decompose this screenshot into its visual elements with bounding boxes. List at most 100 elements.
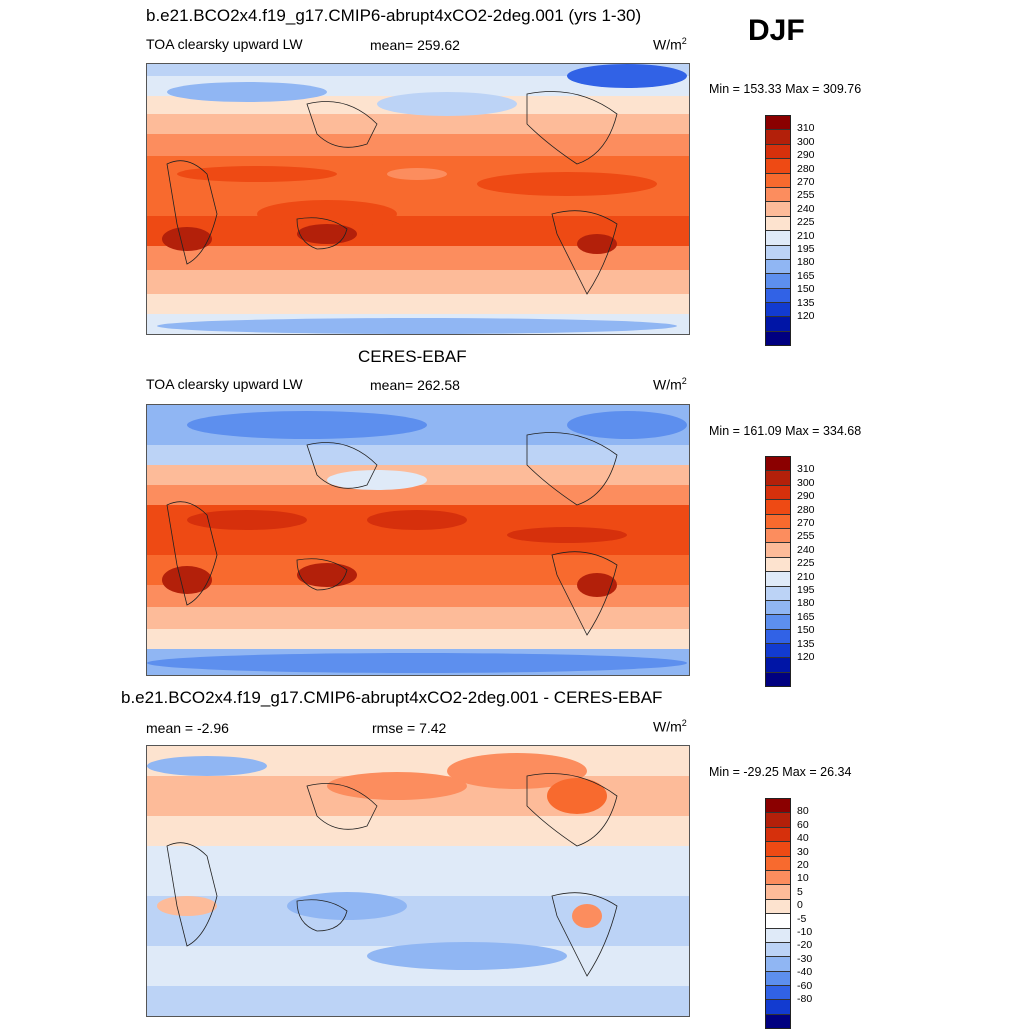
colorbar-swatch: [766, 571, 790, 586]
panel2-title: CERES-EBAF: [358, 347, 467, 366]
colorbar-tick-label: 300: [797, 135, 815, 148]
colorbar-swatch: [766, 941, 790, 957]
colorbar-tick-label: -5: [797, 912, 807, 925]
panel2-colorbar: [765, 456, 791, 688]
panel3-colorbar: [765, 798, 791, 1029]
colorbar-swatch: [766, 556, 790, 572]
panel1-title: b.e21.BCO2x4.f19_g17.CMIP6-abrupt4xCO2-2…: [146, 6, 642, 25]
panel3-title: b.e21.BCO2x4.f19_g17.CMIP6-abrupt4xCO2-2…: [121, 688, 663, 707]
colorbar-tick-label: 195: [797, 584, 815, 596]
season-label: DJF: [748, 14, 805, 47]
colorbar-tick-label: 300: [797, 476, 815, 489]
colorbar-swatch: [766, 330, 790, 346]
colorbar-tick-label: -40: [797, 966, 813, 979]
colorbar-tick-label: 80: [797, 805, 809, 818]
colorbar-swatch: [766, 826, 790, 842]
colorbar-tick-label: 165: [797, 269, 815, 282]
colorbar-tick-label: 255: [797, 189, 815, 202]
colorbar-swatch: [766, 273, 790, 288]
panel1-colorbar: [765, 115, 791, 347]
panel2-variable: TOA clearsky upward LW: [146, 376, 303, 392]
colorbar-swatch: [766, 999, 790, 1014]
colorbar-tick-label: -60: [797, 979, 813, 992]
colorbar-swatch: [766, 812, 790, 827]
colorbar-swatch: [766, 457, 790, 471]
colorbar-swatch: [766, 143, 790, 159]
colorbar-tick-label: 40: [797, 832, 809, 845]
colorbar-swatch: [766, 799, 790, 813]
colorbar-swatch: [766, 316, 790, 331]
colorbar-tick-label: 310: [797, 463, 815, 476]
colorbar-tick-label: 10: [797, 872, 809, 885]
colorbar-tick-label: -10: [797, 926, 813, 938]
colorbar-tick-label: -20: [797, 939, 813, 952]
panel1-units: W/m2: [653, 36, 687, 53]
colorbar-tick-label: 150: [797, 624, 815, 637]
colorbar-swatch: [766, 643, 790, 658]
colorbar-swatch: [766, 855, 790, 870]
colorbar-tick-label: 280: [797, 503, 815, 516]
colorbar-swatch: [766, 215, 790, 231]
colorbar-swatch: [766, 527, 790, 543]
colorbar-swatch: [766, 470, 790, 485]
colorbar-swatch: [766, 985, 790, 1000]
panel3-mean: mean = -2.96: [146, 720, 229, 736]
colorbar-swatch: [766, 671, 790, 687]
colorbar-swatch: [766, 172, 790, 187]
colorbar-tick-label: 290: [797, 490, 815, 503]
colorbar-tick-label: 280: [797, 162, 815, 175]
colorbar-tick-label: 225: [797, 557, 815, 570]
colorbar-tick-label: 255: [797, 530, 815, 543]
colorbar-swatch: [766, 913, 790, 928]
colorbar-swatch: [766, 585, 790, 600]
colorbar-tick-label: 270: [797, 517, 815, 529]
colorbar-swatch: [766, 484, 790, 500]
colorbar-swatch: [766, 841, 790, 856]
panel1-map: [146, 63, 690, 335]
colorbar-swatch: [766, 186, 790, 202]
colorbar-swatch: [766, 657, 790, 672]
colorbar-swatch: [766, 884, 790, 899]
colorbar-swatch: [766, 956, 790, 971]
colorbar-tick-label: 240: [797, 543, 815, 556]
colorbar-tick-label: 5: [797, 885, 803, 898]
colorbar-swatch: [766, 1013, 790, 1029]
colorbar-swatch: [766, 158, 790, 173]
colorbar-swatch: [766, 542, 790, 557]
colorbar-swatch: [766, 513, 790, 528]
colorbar-swatch: [766, 898, 790, 914]
colorbar-tick-label: 60: [797, 818, 809, 831]
panel2-mean: mean= 262.58: [370, 377, 460, 393]
panel1-variable: TOA clearsky upward LW: [146, 36, 303, 52]
colorbar-tick-label: 290: [797, 149, 815, 162]
colorbar-swatch: [766, 499, 790, 514]
colorbar-swatch: [766, 599, 790, 615]
colorbar-tick-label: 195: [797, 243, 815, 255]
colorbar-tick-label: 270: [797, 176, 815, 188]
colorbar-tick-label: 310: [797, 122, 815, 135]
colorbar-swatch: [766, 628, 790, 644]
colorbar-swatch: [766, 287, 790, 303]
colorbar-tick-label: 150: [797, 283, 815, 296]
colorbar-tick-label: 210: [797, 229, 815, 242]
colorbar-swatch: [766, 230, 790, 245]
colorbar-tick-label: -80: [797, 993, 813, 1005]
panel3-minmax: Min = -29.25 Max = 26.34: [709, 765, 852, 779]
colorbar-tick-label: -30: [797, 952, 813, 965]
colorbar-tick-label: 120: [797, 651, 815, 663]
colorbar-tick-label: 135: [797, 637, 815, 650]
colorbar-tick-label: 165: [797, 610, 815, 623]
colorbar-tick-label: 20: [797, 859, 809, 871]
colorbar-tick-label: 210: [797, 570, 815, 583]
colorbar-tick-label: 240: [797, 202, 815, 215]
colorbar-swatch: [766, 258, 790, 274]
panel1-minmax: Min = 153.33 Max = 309.76: [709, 82, 862, 96]
colorbar-tick-label: 120: [797, 310, 815, 322]
colorbar-tick-label: 30: [797, 845, 809, 858]
colorbar-tick-label: 180: [797, 597, 815, 610]
panel2-minmax: Min = 161.09 Max = 334.68: [709, 424, 862, 438]
colorbar-swatch: [766, 201, 790, 216]
colorbar-tick-label: 180: [797, 256, 815, 269]
colorbar-swatch: [766, 970, 790, 986]
colorbar-swatch: [766, 116, 790, 130]
